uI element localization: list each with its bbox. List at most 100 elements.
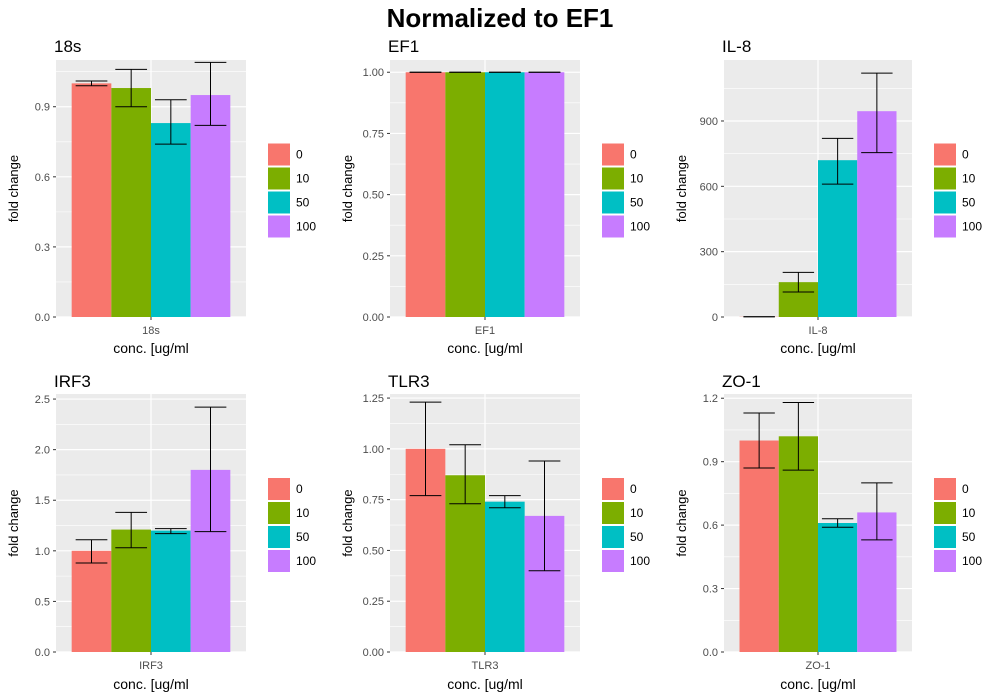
x-axis-label: conc. [ug/ml (447, 676, 522, 692)
x-axis-label: conc. [ug/ml (113, 340, 188, 356)
legend-swatch (934, 526, 956, 548)
legend-swatch (934, 550, 956, 572)
y-tick-label: 0.75 (363, 495, 384, 507)
error-bar (782, 401, 815, 471)
legend-swatch (602, 550, 624, 572)
panel-5: 0.0 0.3 0.6 0.9 1.2 ZO-1 conc. [ug/ml fold chan… (674, 372, 982, 692)
error-bar (409, 401, 442, 497)
error-bar (115, 68, 148, 108)
panel-1: 0.00 0.25 0.50 0.75 1.00 EF1 conc. [ug/ml fold … (340, 37, 650, 356)
legend-label: 100 (296, 554, 316, 568)
y-tick-label: 0.3 (35, 242, 50, 254)
y-tick-label: 0.0 (35, 312, 50, 324)
legend-label: 50 (296, 196, 310, 210)
error-bar (75, 80, 108, 87)
legend-swatch (934, 215, 956, 238)
legend-label: 50 (296, 530, 310, 544)
bar (190, 95, 231, 317)
y-tick-label: 0.0 (35, 647, 50, 659)
x-axis-label: conc. [ug/ml (780, 340, 855, 356)
legend-label: 50 (962, 530, 976, 544)
x-axis-label: conc. [ug/ml (113, 676, 188, 692)
panel-4: 0.00 0.25 0.50 0.75 1.00 1.25 TLR3 conc. [ug/ml… (340, 372, 650, 692)
panel-title: EF1 (388, 37, 419, 56)
legend-swatch (268, 191, 290, 214)
panel-0: 0.0 0.3 0.6 0.9 18s conc. [ug/ml fold change 18… (6, 37, 316, 356)
y-tick-label: 0.25 (363, 251, 384, 263)
legend-label: 0 (296, 482, 303, 496)
legend-label: 10 (296, 506, 310, 520)
error-bar (154, 528, 187, 535)
error-bar (782, 271, 815, 293)
error-bar (821, 137, 854, 185)
error-bar (154, 99, 187, 145)
bar (739, 440, 779, 652)
error-bar (861, 482, 893, 541)
y-tick-label: 1.25 (363, 393, 384, 405)
y-axis-label: fold change (674, 489, 689, 556)
legend-label: 100 (296, 220, 316, 234)
y-tick-label: 0.0 (703, 647, 718, 659)
bar (778, 436, 818, 652)
y-axis-label: fold change (6, 489, 21, 556)
panel-title: IRF3 (54, 372, 91, 391)
bar (485, 72, 525, 317)
error-bar (488, 495, 521, 509)
legend-label: 100 (962, 554, 982, 568)
bar (71, 83, 112, 317)
legend-swatch (602, 191, 624, 214)
legend-label: 0 (962, 482, 969, 496)
legend-swatch (268, 550, 290, 572)
panel-3: 0.0 0.5 1.0 1.5 2.0 2.5 IRF3 conc. [ug/ml fold c… (6, 372, 316, 692)
error-bar (743, 412, 775, 469)
y-tick-label: 1.00 (363, 444, 384, 456)
error-bar (449, 444, 482, 505)
x-tick-label: 18s (142, 325, 160, 337)
y-tick-label: 300 (700, 247, 718, 259)
x-tick-label: EF1 (475, 325, 495, 337)
y-tick-label: 0.00 (363, 312, 384, 324)
panel-title: ZO-1 (722, 372, 761, 391)
bar (818, 523, 858, 652)
x-tick-label: IRF3 (139, 660, 163, 672)
legend-swatch (268, 478, 290, 500)
x-tick-label: ZO-1 (805, 660, 830, 672)
legend-swatch (602, 526, 624, 548)
legend-label: 10 (962, 172, 976, 186)
error-bar (194, 406, 227, 533)
bar (485, 501, 525, 652)
error-bar (194, 61, 227, 126)
x-tick-label: IL-8 (809, 325, 828, 337)
x-axis-label: conc. [ug/ml (780, 676, 855, 692)
panel-title: IL-8 (722, 37, 751, 56)
legend-label: 10 (962, 506, 976, 520)
bar (818, 160, 858, 317)
panel-2: 0 300 600 900 IL-8 conc. [ug/ml fold change IL-… (674, 37, 982, 356)
bar (111, 88, 151, 317)
legend-label: 0 (630, 148, 637, 162)
figure-title: Normalized to EF1 (386, 3, 614, 33)
y-tick-label: 1.5 (35, 495, 50, 507)
legend-swatch (268, 502, 290, 524)
error-bar (115, 511, 148, 549)
y-tick-label: 0.25 (363, 596, 384, 608)
x-tick-label: TLR3 (472, 660, 499, 672)
x-axis-label: conc. [ug/ml (447, 340, 522, 356)
legend-label: 0 (962, 148, 969, 162)
panel-title: TLR3 (388, 372, 430, 391)
bar (71, 550, 112, 652)
legend-swatch (268, 526, 290, 548)
y-tick-label: 2.5 (35, 394, 50, 406)
legend-swatch (268, 143, 290, 166)
y-tick-label: 0.5 (35, 596, 50, 608)
legend-label: 0 (630, 482, 637, 496)
y-tick-label: 1.00 (363, 67, 384, 79)
y-tick-label: 0.6 (703, 520, 718, 532)
y-tick-label: 0.6 (35, 172, 50, 184)
legend-label: 10 (630, 172, 644, 186)
y-axis-label: fold change (340, 489, 355, 556)
y-tick-label: 900 (700, 116, 718, 128)
y-tick-label: 0.3 (703, 584, 718, 596)
bar (445, 475, 485, 652)
